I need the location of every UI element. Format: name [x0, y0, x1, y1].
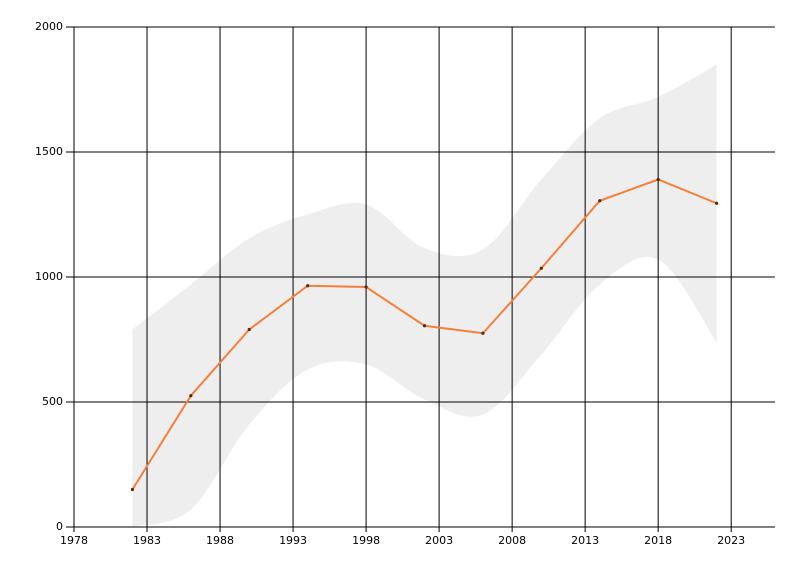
data-point [364, 285, 368, 289]
x-tick-label: 1983 [133, 534, 161, 547]
data-point [598, 199, 602, 203]
confidence-band [132, 64, 717, 527]
data-point [247, 327, 251, 332]
y-tick-label: 0 [56, 520, 63, 533]
x-tick-label: 2008 [498, 534, 526, 547]
x-tick-label: 2023 [717, 534, 745, 547]
x-tick-label: 1988 [206, 534, 234, 547]
x-tick-label: 1998 [352, 534, 380, 547]
x-tick-label: 2018 [644, 534, 672, 547]
x-tick-label: 1978 [60, 534, 88, 547]
y-tick-label: 2000 [35, 20, 63, 33]
y-tick-label: 500 [42, 395, 63, 408]
y-tick-label: 1000 [35, 270, 63, 283]
x-tick-label: 1993 [279, 534, 307, 547]
data-point [189, 394, 193, 398]
data-point [539, 266, 543, 270]
data-point [306, 284, 310, 288]
data-point [130, 487, 135, 492]
data-point [422, 324, 427, 328]
data-point [656, 177, 660, 182]
x-tick-label: 2003 [425, 534, 453, 547]
y-tick-label: 1500 [35, 145, 63, 158]
x-tick-label: 2013 [571, 534, 599, 547]
data-point [714, 201, 719, 205]
data-point [481, 331, 485, 335]
